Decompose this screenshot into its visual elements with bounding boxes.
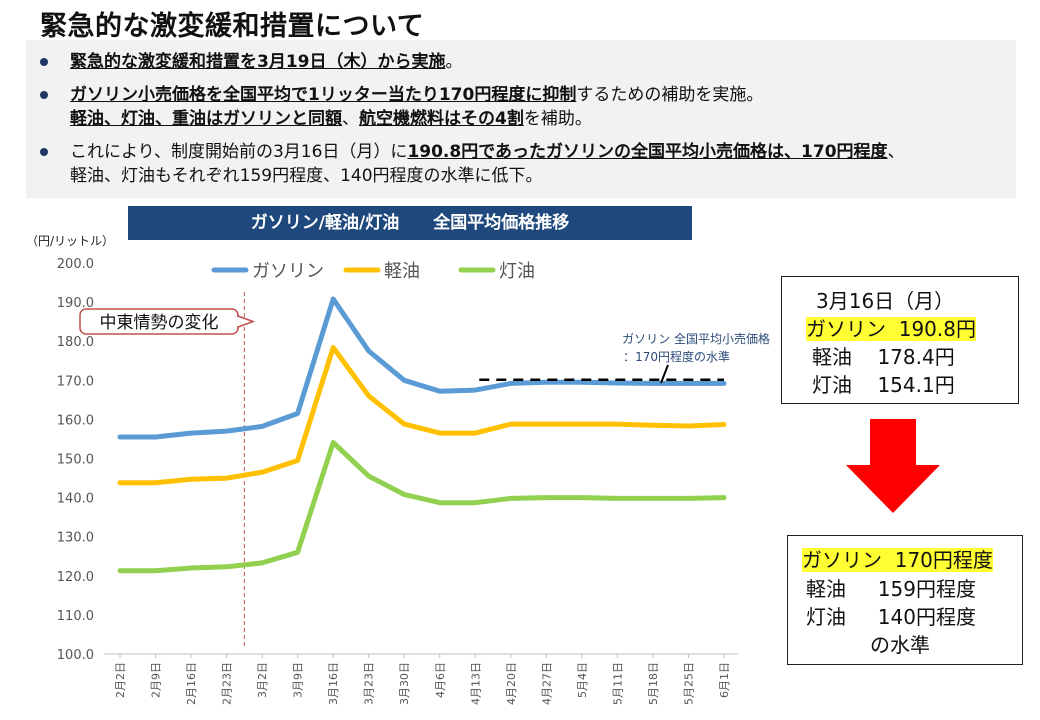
bullet-3-line-2: 軽油、灯油もそれぞれ159円程度、140円程度の水準に低下。 [70, 163, 543, 189]
bullet-3-text: これにより、制度開始前の3月16日（月）に [70, 142, 408, 162]
y-tick-label: 110.0 [57, 609, 94, 624]
legend-label-0: ガソリン [252, 261, 324, 282]
page-title: 緊急的な激変緩和措置について [40, 11, 425, 42]
y-axis-unit-label: （円/リットル） [26, 234, 115, 248]
after-row-gasoline-value: 170円程度 [894, 548, 993, 572]
bullet-1: 緊急的な激変緩和措置を3月19日（木）から実施。 [70, 49, 463, 75]
y-tick-label: 150.0 [57, 453, 94, 468]
x-tick-label: 2月9日 [150, 662, 163, 698]
bullet-2-text: するための補助を実施。 [576, 85, 764, 105]
down-arrow-icon [846, 419, 940, 513]
legend-label-1: 軽油 [384, 261, 420, 282]
target-label-line-1: ガソリン 全国平均小売価格 [622, 331, 770, 346]
y-tick-label: 140.0 [57, 492, 94, 507]
after-row-diesel-name: 軽油 [806, 577, 846, 601]
after-row-gasoline: ガソリン 170円程度 [802, 544, 993, 573]
y-tick-label: 180.0 [57, 335, 94, 350]
x-tick-label: 4月6日 [434, 662, 447, 698]
before-row-gasoline-value: 190.8円 [898, 317, 976, 341]
bullet-3-bold: 190.8円であったガソリンの全国平均小売価格は、170円程度 [407, 142, 888, 162]
after-row-diesel-value: 159円程度 [877, 577, 976, 601]
series-line-1 [117, 345, 727, 486]
before-box-heading: 3月16日（月） [816, 289, 955, 313]
price-line-chart: 100.0 110.0 120.0 130.0 140.0 150.0 160.0 170.0… [57, 257, 770, 705]
event-label-pointer [237, 314, 256, 329]
after-box-footer: の水準 [870, 633, 930, 657]
bullet-2b-bold-2: 航空機燃料はその4割 [359, 109, 524, 129]
bullet-dot [40, 91, 48, 99]
after-row-kerosene: 灯油 140円程度 [806, 601, 976, 630]
before-price-box: 3月16日（月） ガソリン 190.8円 軽油 178.4円 灯油 154.1円 [781, 276, 1019, 404]
series-line-2 [117, 440, 727, 574]
x-tick-label: 5月18日 [647, 662, 660, 705]
y-tick-label: 120.0 [57, 570, 94, 585]
bullet-2: ガソリン小売価格を全国平均で1リッター当たり170円程度に抑制するための補助を実… [70, 82, 763, 108]
before-row-diesel-name: 軽油 [812, 345, 852, 369]
y-tick-label: 190.0 [57, 296, 94, 311]
after-row-gasoline-name: ガソリン [802, 548, 882, 572]
bullet-3b-text: 軽油、灯油もそれぞれ159円程度、140円程度の水準に低下。 [70, 166, 543, 186]
x-tick-label: 5月25日 [682, 662, 695, 705]
before-row-kerosene-value: 154.1円 [877, 373, 955, 397]
before-row-kerosene-name: 灯油 [812, 373, 852, 397]
bullet-1-bold: 緊急的な激変緩和措置を3月19日（木）から実施 [70, 52, 446, 72]
after-price-box: ガソリン 170円程度 軽油 159円程度 灯油 140円程度 の水準 [787, 535, 1023, 665]
bullet-dot [40, 148, 48, 156]
bullet-2-bold: ガソリン小売価格を全国平均で1リッター当たり170円程度に抑制 [70, 85, 577, 105]
target-label-leader [660, 364, 669, 384]
after-row-kerosene-value: 140円程度 [877, 605, 976, 629]
x-tick-label: 2月16日 [185, 662, 198, 705]
x-tick-label: 5月11日 [611, 662, 624, 705]
before-row-diesel: 軽油 178.4円 [812, 341, 955, 370]
x-tick-label: 3月23日 [363, 662, 376, 705]
before-row-gasoline: ガソリン 190.8円 [806, 313, 976, 342]
y-tick-label: 200.0 [57, 257, 94, 272]
x-tick-label: 4月27日 [540, 662, 553, 705]
y-tick-label: 160.0 [57, 413, 94, 428]
bullet-2b-text: を補助。 [523, 109, 592, 129]
x-tick-label: 3月2日 [256, 662, 269, 698]
after-row-kerosene-name: 灯油 [806, 605, 846, 629]
after-row-diesel: 軽油 159円程度 [806, 573, 976, 602]
bullet-3-comma: 、 [887, 142, 905, 162]
bullet-1-text: 。 [445, 52, 463, 72]
bullet-3: これにより、制度開始前の3月16日（月）に190.8円であったガソリンの全国平均… [70, 139, 905, 165]
x-tick-label: 3月16日 [327, 662, 340, 705]
before-row-gasoline-name: ガソリン [806, 317, 886, 341]
bullet-panel: 緊急的な激変緩和措置を3月19日（木）から実施。 ガソリン小売価格を全国平均で1… [26, 40, 1016, 198]
x-tick-label: 3月30日 [398, 662, 411, 705]
y-tick-label: 170.0 [57, 374, 94, 389]
y-tick-label: 100.0 [57, 648, 94, 663]
chart-title: ガソリン/軽油/灯油 全国平均価格推移 [128, 206, 692, 240]
x-tick-label: 4月20日 [505, 662, 518, 705]
y-tick-label: 130.0 [57, 531, 94, 546]
bullet-2b-bold-1: 軽油、灯油、重油はガソリンと同額 [70, 109, 342, 129]
before-row-gasoline-highlight: ガソリン 190.8円 [806, 317, 976, 341]
bullet-2b-comma: 、 [342, 109, 359, 129]
x-tick-label: 4月13日 [469, 662, 482, 705]
bullet-dot [40, 58, 48, 66]
series-line-0 [117, 296, 727, 440]
x-tick-label: 2月23日 [221, 662, 234, 705]
event-label-pointer-mask [235, 317, 239, 326]
before-row-kerosene: 灯油 154.1円 [812, 369, 955, 398]
x-tick-label: 6月1日 [718, 662, 731, 698]
target-label-line-2: ：170円程度の水準 [623, 349, 730, 364]
event-label: 中東情勢の変化 [100, 313, 219, 333]
after-row-gasoline-highlight: ガソリン 170円程度 [802, 548, 993, 572]
x-tick-label: 5月4日 [576, 662, 589, 698]
legend-label-2: 灯油 [499, 261, 535, 282]
x-tick-label: 3月9日 [292, 662, 305, 698]
before-row-diesel-value: 178.4円 [877, 345, 955, 369]
x-tick-label: 2月2日 [114, 662, 127, 698]
bullet-2-line-2: 軽油、灯油、重油はガソリンと同額、航空機燃料はその4割を補助。 [70, 106, 592, 132]
